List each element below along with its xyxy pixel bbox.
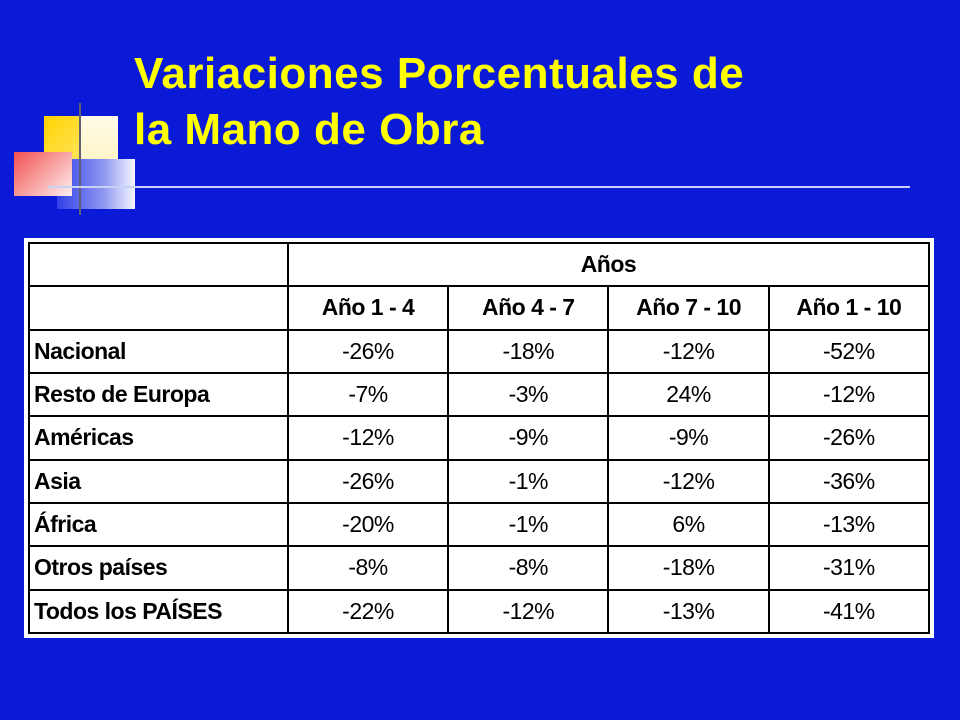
row-label: Todos los PAÍSES [28, 588, 289, 635]
table-cell: 24% [607, 371, 770, 418]
table-cell: -1% [447, 501, 610, 548]
slide-title-line-2: la Mano de Obra [134, 105, 484, 154]
table-cell: -3% [447, 371, 610, 418]
table-cell: -41% [767, 588, 931, 635]
table-row: Américas -12% -9% -9% -26% [28, 415, 931, 461]
table-cell: -13% [767, 501, 931, 548]
table-cell: -12% [607, 458, 770, 504]
table-cell: -12% [607, 328, 770, 374]
column-header: Año 7 - 10 [607, 285, 770, 331]
table-cell: -8% [286, 545, 450, 591]
table-cell: -9% [447, 415, 610, 461]
table-cell: -8% [447, 545, 610, 591]
table-row: Resto de Europa -7% -3% 24% -12% [28, 371, 931, 418]
decorative-white-square [80, 116, 118, 160]
column-header: Año 4 - 7 [447, 285, 610, 331]
table-cell: -52% [767, 328, 931, 374]
title-underline-rule [48, 186, 910, 188]
row-label: Américas [28, 415, 289, 461]
labor-variation-table: Años Año 1 - 4 Año 4 - 7 Año 7 - 10 Año … [28, 241, 931, 635]
table-cell: -18% [607, 545, 770, 591]
table-cell: -12% [286, 415, 450, 461]
slide-title: Variaciones Porcentuales de la Mano de O… [134, 46, 744, 158]
table-cell: -26% [286, 328, 450, 374]
table-cell: -7% [286, 371, 450, 418]
table-cell: -20% [286, 501, 450, 548]
decorative-red-square [14, 152, 72, 196]
table-cell: -36% [767, 458, 931, 504]
table-cell: -26% [767, 415, 931, 461]
table-cell: -1% [447, 458, 610, 504]
row-label: África [28, 501, 289, 548]
row-label: Otros países [28, 545, 289, 591]
data-table-container: Años Año 1 - 4 Año 4 - 7 Año 7 - 10 Año … [24, 238, 934, 638]
table-header-row-columns: Año 1 - 4 Año 4 - 7 Año 7 - 10 Año 1 - 1… [28, 285, 931, 331]
table-row: Nacional -26% -18% -12% -52% [28, 328, 931, 374]
header-empty-cell [28, 241, 289, 288]
column-header: Año 1 - 10 [767, 285, 931, 331]
slide-title-line-1: Variaciones Porcentuales de [134, 49, 745, 98]
table-row: África -20% -1% 6% -13% [28, 501, 931, 548]
table-cell: -26% [286, 458, 450, 504]
row-label: Asia [28, 458, 289, 504]
table-cell: 6% [607, 501, 770, 548]
row-label: Nacional [28, 328, 289, 374]
row-label: Resto de Europa [28, 371, 289, 418]
column-header: Año 1 - 4 [286, 285, 450, 331]
table-cell: -12% [447, 588, 610, 635]
table-header-row-group: Años [28, 241, 931, 288]
table-row: Otros países -8% -8% -18% -31% [28, 545, 931, 591]
header-empty-cell [28, 285, 289, 331]
table-cell: -22% [286, 588, 450, 635]
table-cell: -31% [767, 545, 931, 591]
table-cell: -18% [447, 328, 610, 374]
table-row: Asia -26% -1% -12% -36% [28, 458, 931, 504]
table-cell: -9% [607, 415, 770, 461]
table-cell: -13% [607, 588, 770, 635]
decorative-vertical-line [79, 103, 81, 215]
table-cell: -12% [767, 371, 931, 418]
table-row: Todos los PAÍSES -22% -12% -13% -41% [28, 588, 931, 635]
years-group-header: Años [286, 241, 931, 288]
